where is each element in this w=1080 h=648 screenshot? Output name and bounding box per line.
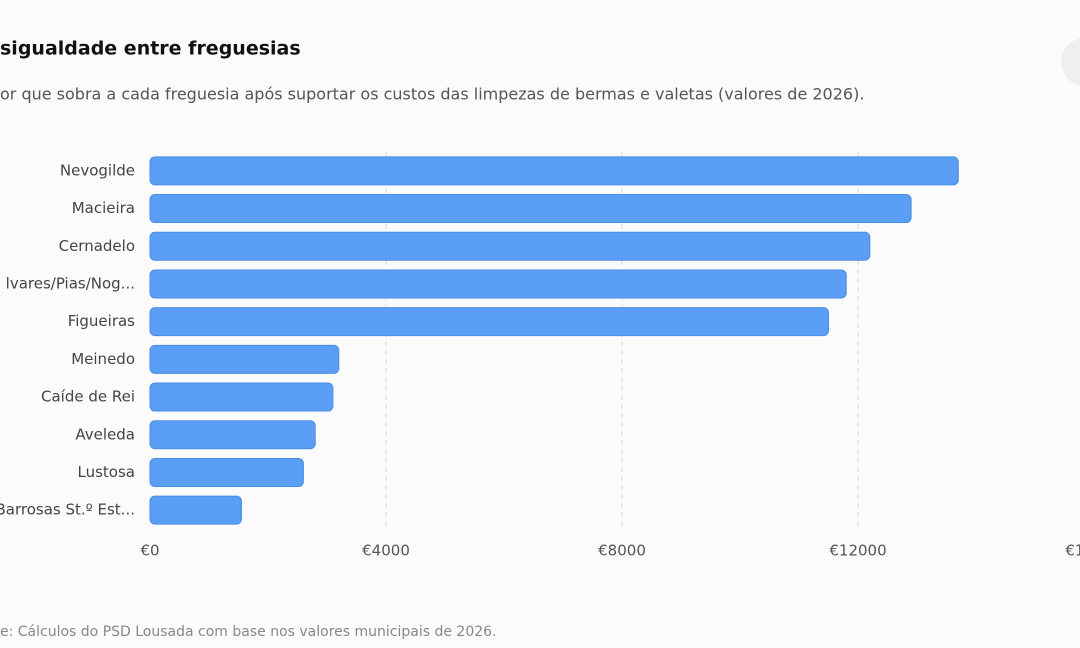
bar: [149, 194, 912, 224]
y-tick-label: Macieira: [72, 199, 135, 217]
menu-button[interactable]: [1061, 38, 1080, 86]
bar: [149, 156, 959, 186]
y-tick-label: Caíde de Rei: [41, 388, 135, 406]
x-tick-label: €0: [140, 542, 159, 560]
bar: [149, 231, 871, 261]
y-tick-label: Nevogilde: [60, 161, 135, 179]
bar: [149, 344, 340, 374]
source-note: e: Cálculos do PSD Lousada com base nos …: [0, 624, 497, 640]
bar: [149, 269, 847, 299]
y-tick-label: Aveleda: [75, 425, 135, 443]
bar: [149, 382, 334, 412]
chart-subtitle: or que sobra a cada freguesia após supor…: [0, 85, 864, 104]
x-tick-label: €16000: [1065, 542, 1080, 560]
y-tick-label: Figueiras: [68, 312, 135, 330]
y-tick-label: Cernadelo: [59, 237, 135, 255]
y-tick-label: Lustosa: [78, 463, 135, 481]
chart-title: sigualdade entre freguesias: [0, 38, 301, 60]
y-tick-label: lvares/Pias/Nog...: [6, 274, 135, 292]
y-tick-label: Meinedo: [71, 350, 135, 368]
bar: [149, 307, 829, 337]
x-tick-label: €4000: [362, 542, 410, 560]
y-tick-label: Barrosas St.º Est...: [0, 501, 135, 519]
x-tick-label: €12000: [829, 542, 886, 560]
bar: [149, 457, 304, 487]
x-tick-label: €8000: [598, 542, 646, 560]
bar: [149, 495, 242, 525]
bar: [149, 420, 316, 450]
